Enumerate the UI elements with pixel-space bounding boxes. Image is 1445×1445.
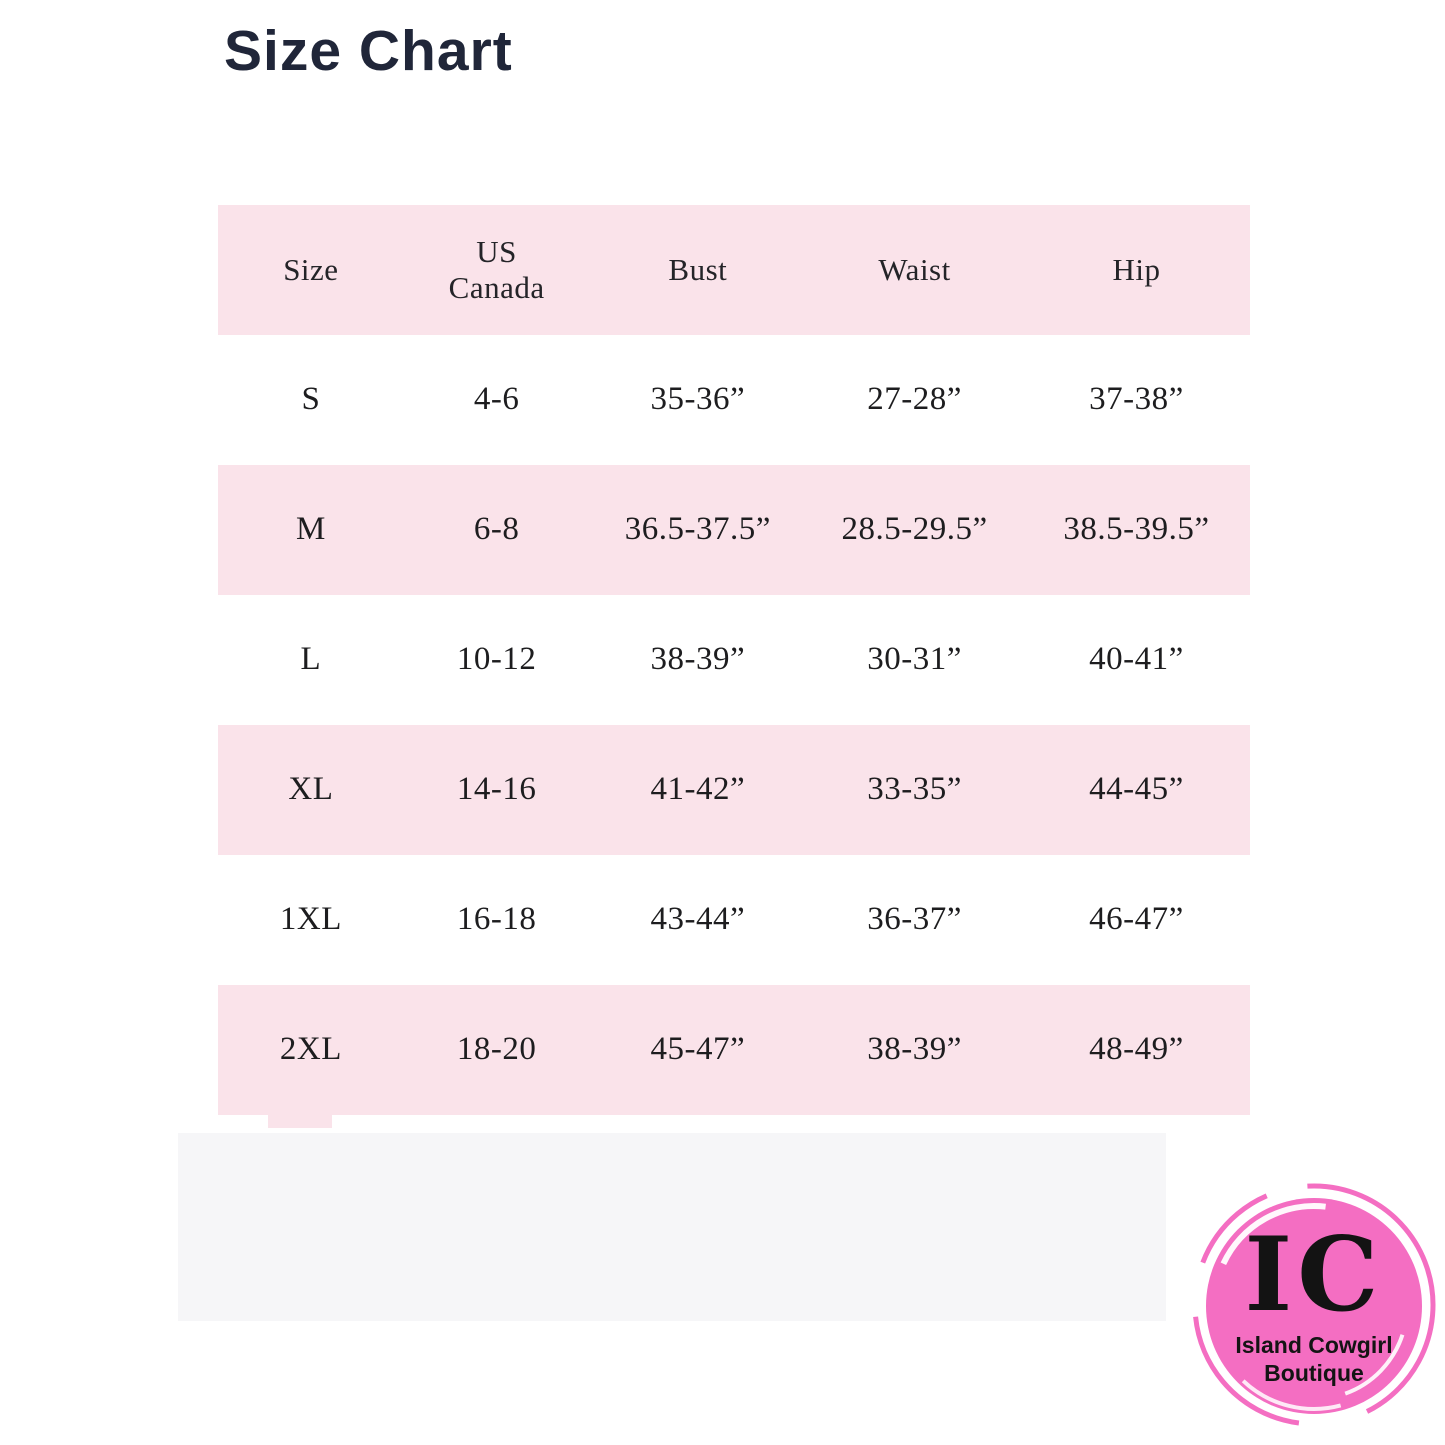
header-cell-hip: Hip — [1112, 252, 1161, 288]
cell-waist: 30-31” — [867, 641, 962, 678]
cell-waist: 28.5-29.5” — [841, 511, 988, 548]
cell-hip: 44-45” — [1089, 771, 1184, 808]
header-cell-bust: Bust — [668, 252, 728, 288]
logo-name-line1: Island Cowgirl — [1235, 1332, 1393, 1358]
table-row-xl: XL 14-16 41-42” 33-35” 44-45” — [218, 725, 1250, 855]
cell-hip: 48-49” — [1089, 1031, 1184, 1068]
table-row-l: L 10-12 38-39” 30-31” 40-41” — [218, 595, 1250, 725]
size-chart-table: Size US Canada Bust Waist Hip S 4-6 35-3… — [218, 205, 1250, 1115]
cell-size: S — [301, 381, 321, 418]
table-row-m: M 6-8 36.5-37.5” 28.5-29.5” 38.5-39.5” — [218, 465, 1250, 595]
logo-paint-circle-icon — [1192, 1183, 1436, 1427]
cell-bust: 43-44” — [650, 901, 746, 938]
cell-bust: 38-39” — [650, 641, 746, 678]
cell-bust: 36.5-37.5” — [624, 511, 771, 548]
header-cell-waist: Waist — [878, 252, 951, 288]
cell-bust: 35-36” — [650, 381, 746, 418]
table-row-1xl: 1XL 16-18 43-44” 36-37” 46-47” — [218, 855, 1250, 985]
cell-us-canada: 16-18 — [456, 901, 537, 938]
faded-panel — [178, 1133, 1166, 1321]
table-row-s: S 4-6 35-36” 27-28” 37-38” — [218, 335, 1250, 465]
cell-waist: 27-28” — [867, 381, 962, 418]
header-cell-size: Size — [283, 252, 339, 288]
cell-us-canada: 6-8 — [473, 511, 520, 548]
cell-us-canada: 4-6 — [473, 381, 520, 418]
cell-size: XL — [288, 771, 334, 808]
logo-name: Island Cowgirl Boutique — [1186, 1331, 1442, 1387]
header-cell-us-canada: US Canada — [448, 234, 545, 305]
cell-us-canada: 18-20 — [456, 1031, 537, 1068]
logo-name-line2: Boutique — [1264, 1360, 1364, 1387]
pink-edge-fragment — [268, 1115, 332, 1128]
cell-hip: 40-41” — [1089, 641, 1184, 678]
page-title: Size Chart — [224, 19, 513, 83]
cell-bust: 41-42” — [650, 771, 746, 808]
cell-us-canada: 10-12 — [456, 641, 537, 678]
cell-waist: 38-39” — [867, 1031, 962, 1068]
cell-size: L — [300, 641, 322, 678]
cell-bust: 45-47” — [650, 1031, 746, 1068]
cell-waist: 33-35” — [867, 771, 962, 808]
brand-logo: IC Island Cowgirl Boutique — [1186, 1178, 1442, 1434]
cell-us-canada: 14-16 — [456, 771, 537, 808]
cell-hip: 46-47” — [1089, 901, 1184, 938]
table-row-2xl: 2XL 18-20 45-47” 38-39” 48-49” — [218, 985, 1250, 1115]
logo-monogram: IC — [1244, 1215, 1384, 1335]
cell-hip: 37-38” — [1089, 381, 1184, 418]
cell-size: M — [295, 511, 326, 548]
cell-waist: 36-37” — [867, 901, 962, 938]
cell-size: 2XL — [279, 1031, 342, 1068]
cell-hip: 38.5-39.5” — [1063, 511, 1210, 548]
cell-size: 1XL — [279, 901, 342, 938]
table-header-row: Size US Canada Bust Waist Hip — [218, 205, 1250, 335]
